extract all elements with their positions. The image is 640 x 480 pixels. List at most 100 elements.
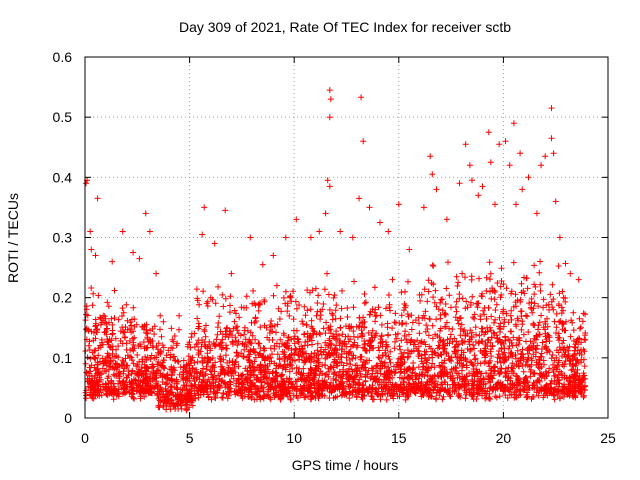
data-point [561,372,568,379]
data-point [479,388,486,395]
data-point [437,337,444,344]
data-point [176,312,183,319]
data-point [519,346,526,353]
data-point [229,332,235,339]
data-point [83,311,90,318]
data-point [360,385,367,392]
data-point [456,357,463,364]
data-point [250,364,257,371]
data-point [321,286,328,293]
data-point [87,385,94,391]
data-point [172,357,179,364]
data-point [496,393,503,400]
data-point [194,340,201,347]
data-point [320,325,327,332]
data-point [391,345,398,352]
data-point [144,385,150,391]
data-point [197,369,204,376]
data-point [280,330,287,337]
data-point [326,87,333,94]
data-point [278,387,285,393]
data-point [552,198,559,205]
data-point [414,337,421,344]
data-point [338,354,345,361]
data-point [217,343,224,349]
data-point [290,392,297,399]
data-point [168,325,175,332]
data-point [249,360,256,367]
data-point [401,349,408,356]
data-point [351,333,357,340]
data-point [295,351,302,358]
data-point [562,260,569,267]
data-point [343,350,350,357]
data-point [208,396,215,403]
data-point [427,376,434,383]
data-point [383,381,390,388]
data-point [447,385,453,392]
data-point [424,367,431,374]
data-point [570,327,577,334]
data-point [388,368,395,375]
data-point [277,396,284,403]
data-point [572,377,579,384]
data-point [288,298,295,305]
data-point [333,302,340,309]
data-point [418,358,425,365]
data-point [263,392,270,399]
data-point [109,258,116,265]
x-tick-label: 10 [286,430,302,446]
data-point [227,302,233,309]
data-point [131,323,138,330]
data-point [229,339,236,346]
data-point [431,349,438,356]
data-point [98,392,105,399]
data-point [401,384,408,391]
data-point [296,302,302,308]
data-point [536,319,543,326]
data-point [490,387,496,394]
data-point [429,322,436,329]
data-point [524,313,531,320]
data-point [497,355,504,362]
data-point [481,305,488,311]
data-point [462,141,469,148]
data-point [488,353,495,360]
data-point [455,320,462,327]
data-point [487,159,494,166]
data-point [463,358,470,365]
data-point [453,273,460,280]
data-point [505,374,512,381]
data-point [371,284,378,291]
data-point [463,298,470,305]
data-point [109,321,116,328]
data-point [536,387,543,394]
data-point [546,306,553,313]
data-point [290,327,297,334]
data-point [344,305,351,311]
data-point [530,351,537,358]
data-point [437,327,443,334]
data-point [180,357,187,364]
data-point [509,370,515,377]
data-point [389,325,396,332]
data-point [212,300,219,307]
data-point [446,355,453,362]
data-point [473,331,479,338]
data-point [466,370,473,377]
data-point [328,330,334,337]
data-point [415,375,422,382]
data-point [121,362,128,369]
data-point [319,361,326,368]
data-point [469,361,476,368]
data-point [438,352,445,358]
data-point [238,372,244,379]
data-point [491,319,497,326]
data-point [219,377,226,384]
data-point [553,310,560,317]
data-point [536,269,543,276]
data-point [231,307,238,314]
data-point [508,391,515,398]
data-point [502,333,509,340]
data-point [517,298,524,305]
